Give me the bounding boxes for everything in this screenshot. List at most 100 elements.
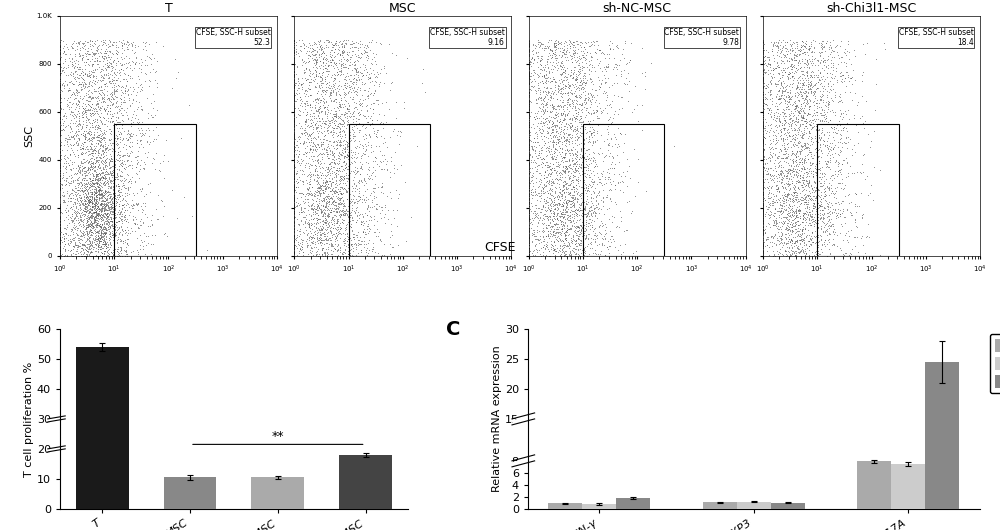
Point [759, 233, 775, 241]
Point [622, 56, 638, 64]
Point [757, 51, 773, 60]
Point [551, 118, 567, 127]
Point [573, 38, 589, 47]
Point [343, 146, 359, 154]
Point [303, 204, 319, 212]
Point [315, 164, 331, 172]
Point [808, 119, 824, 128]
Point [117, 151, 133, 160]
Point [102, 42, 118, 50]
Point [320, 184, 336, 192]
Point [311, 103, 327, 111]
Point [786, 189, 802, 197]
Point [521, 77, 537, 86]
Point [541, 193, 557, 202]
Point [576, 83, 592, 92]
Point [809, 222, 825, 230]
Point [816, 184, 832, 193]
Point [765, 137, 781, 146]
Point [840, 70, 856, 79]
Point [312, 57, 328, 66]
Point [94, 221, 110, 229]
Point [310, 132, 326, 140]
Point [762, 140, 778, 148]
Point [755, 115, 771, 123]
Point [133, 65, 149, 73]
Point [559, 52, 575, 61]
Point [755, 206, 771, 214]
Point [340, 218, 356, 226]
Point [310, 107, 326, 115]
Point [286, 93, 302, 101]
Point [805, 36, 821, 45]
Point [799, 179, 815, 187]
Point [535, 154, 551, 163]
Point [64, 90, 80, 99]
Point [74, 123, 90, 131]
Point [345, 166, 361, 175]
Point [86, 195, 102, 204]
Point [92, 214, 108, 223]
Point [524, 143, 540, 151]
Point [75, 220, 91, 228]
Point [71, 192, 87, 201]
Point [300, 50, 316, 59]
Point [355, 121, 371, 129]
Point [557, 146, 573, 154]
Point [323, 193, 339, 202]
Point [609, 143, 625, 151]
Point [295, 236, 311, 244]
Point [337, 107, 353, 116]
Point [311, 53, 327, 61]
Point [316, 119, 332, 127]
Point [355, 71, 371, 80]
Point [780, 102, 796, 111]
Point [85, 134, 101, 142]
Point [133, 236, 149, 244]
Point [87, 233, 103, 242]
Point [290, 178, 306, 186]
Point [108, 139, 124, 148]
Point [546, 193, 562, 202]
Point [323, 97, 339, 105]
Point [581, 171, 597, 179]
Point [337, 226, 353, 234]
Point [782, 237, 798, 245]
Point [564, 74, 580, 83]
Point [340, 152, 356, 161]
Point [804, 139, 820, 148]
Point [755, 48, 771, 57]
Point [775, 184, 791, 192]
Point [539, 99, 555, 108]
Point [82, 163, 98, 171]
Point [396, 98, 412, 107]
Point [803, 196, 819, 205]
Point [286, 142, 302, 151]
Point [573, 101, 589, 109]
Point [340, 88, 356, 96]
Point [543, 46, 559, 54]
Point [567, 163, 583, 172]
Point [286, 99, 302, 107]
Point [373, 183, 389, 192]
Point [795, 69, 811, 78]
Point [755, 245, 771, 254]
Point [569, 129, 585, 138]
Point [108, 227, 124, 236]
Point [775, 64, 791, 72]
Point [86, 200, 102, 208]
Point [780, 125, 796, 134]
Point [340, 64, 356, 73]
Point [829, 242, 845, 250]
Point [105, 236, 121, 245]
Point [566, 89, 582, 97]
Point [587, 158, 603, 166]
Point [339, 104, 355, 112]
Point [110, 148, 126, 157]
Point [88, 199, 104, 208]
Point [562, 211, 578, 220]
Point [110, 57, 126, 65]
Point [555, 182, 571, 190]
Point [103, 195, 119, 203]
Point [755, 225, 771, 234]
